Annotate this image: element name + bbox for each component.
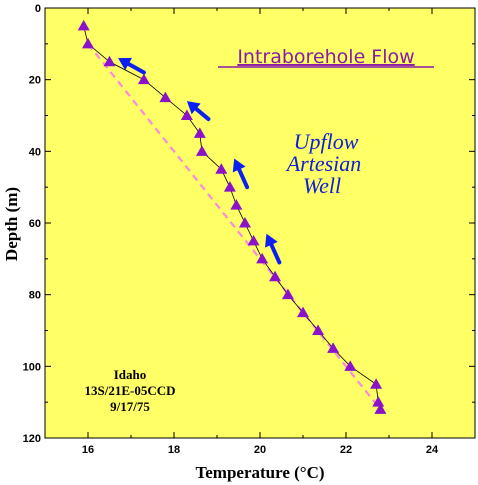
data-point [297,306,309,318]
site-label-line-2: 13S/21E-05CCD [84,383,175,398]
y-tick-label: 60 [29,218,41,230]
x-axis-title: Temperature (°C) [195,463,324,482]
data-points [77,19,387,414]
site-label-line-3: 9/17/75 [110,399,150,414]
data-point [137,73,150,85]
y-tick-label: 100 [23,361,41,373]
flow-arrow-icon [264,233,282,265]
data-point [372,396,385,407]
data-point [82,37,94,49]
data-point [215,163,228,174]
flow-arrow-icon [186,101,211,122]
plot-area [44,7,476,439]
data-point [256,252,269,264]
data-point [374,403,387,414]
flow-arrow-icon [118,57,146,75]
data-point [238,217,251,228]
data-point [230,199,243,210]
annotation-line-1: Upflow [294,129,359,154]
site-label-line-1: Idaho [114,367,147,382]
data-point [195,145,208,156]
flow-arrow-icon [232,158,250,190]
chart-title: Intraborehole Flow [237,46,414,68]
y-tick-label: 20 [29,75,41,87]
data-point [77,19,90,31]
y-tick-label: 0 [35,3,41,15]
x-tick-label: 24 [426,444,439,456]
data-point [312,324,325,335]
data-point [370,378,383,389]
x-tick-label: 22 [340,444,352,456]
axis-ticks: 16 18 20 22 24 0 20 40 60 80 100 120 [23,3,476,456]
y-axis-title: Depth (m) [2,187,21,261]
data-point [180,109,193,120]
x-tick-label: 16 [82,444,94,456]
data-point [193,127,206,138]
data-point [269,270,282,282]
data-point [281,288,294,300]
y-tick-label: 120 [23,433,41,445]
flow-arrows [118,57,282,265]
y-tick-label: 80 [29,290,41,302]
data-point [103,55,116,67]
annotation-line-2: Artesian [285,151,362,176]
x-tick-label: 20 [254,444,266,456]
data-point [247,234,260,246]
x-tick-label: 18 [168,444,180,456]
data-point [344,360,357,371]
data-point [159,91,172,103]
data-point [223,181,236,192]
annotation-line-3: Well [303,173,341,198]
y-tick-label: 40 [29,146,41,158]
data-point [327,342,340,353]
